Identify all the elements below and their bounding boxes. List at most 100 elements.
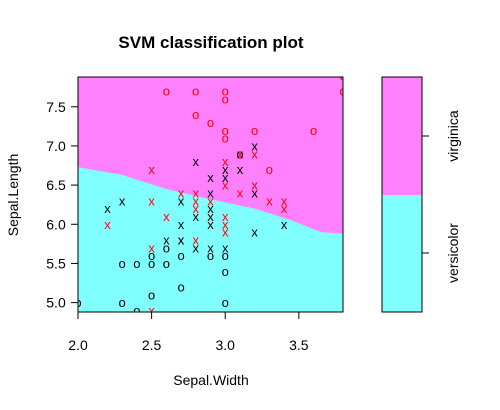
data-point-virginica-support-vector: x — [251, 146, 258, 161]
data-point-virginica-support-vector: x — [266, 193, 273, 208]
data-point-versicolor: o — [177, 248, 184, 263]
data-point-virginica: o — [222, 84, 229, 99]
legend-label-versicolor: versicolor — [445, 223, 461, 283]
data-point-versicolor: o — [177, 279, 184, 294]
class-legend: virginica versicolor — [381, 76, 461, 313]
data-point-versicolor-support-vector: x — [119, 193, 126, 208]
data-point-versicolor: o — [163, 240, 170, 255]
data-point-virginica-support-vector: x — [222, 178, 229, 193]
y-axis-label: Sepal.Length — [5, 154, 21, 237]
x-tick-label: 2.0 — [68, 337, 88, 353]
y-tick-label: 7.0 — [46, 138, 66, 154]
data-point-versicolor-support-vector: x — [207, 185, 214, 200]
data-point-versicolor-support-vector: x — [178, 232, 185, 247]
data-point-virginica-support-vector: x — [163, 209, 170, 224]
y-tick-label: 5.5 — [46, 255, 66, 271]
chart-title: SVM classification plot — [118, 33, 303, 52]
data-point-virginica-support-vector: x — [104, 217, 111, 232]
data-point-virginica: o — [339, 84, 346, 99]
data-point-versicolor-support-vector: x — [207, 240, 214, 255]
data-point-virginica: o — [251, 123, 258, 138]
data-point-virginica-support-vector: x — [193, 232, 200, 247]
data-point-virginica-support-vector: x — [281, 193, 288, 208]
data-points: oxxxooooxxxoooxoxxooxxxxxooooxxxxxxxoxxx… — [74, 68, 346, 318]
data-point-versicolor-support-vector: x — [207, 217, 214, 232]
data-point-virginica-support-vector: x — [237, 146, 244, 161]
data-point-versicolor-support-vector: x — [193, 209, 200, 224]
data-point-versicolor-support-vector: x — [251, 225, 258, 240]
data-point-virginica-support-vector: x — [148, 162, 155, 177]
data-point-versicolor-support-vector: x — [207, 201, 214, 216]
x-tick-label: 3.0 — [215, 337, 235, 353]
data-point-versicolor: o — [236, 146, 243, 161]
x-axis: 2.0 2.5 3.0 3.5 — [68, 311, 343, 353]
data-point-virginica: o — [192, 84, 199, 99]
data-point-virginica-support-vector: x — [281, 201, 288, 216]
y-tick-label: 6.0 — [46, 216, 66, 232]
x-tick-label: 3.5 — [289, 337, 309, 353]
data-point-versicolor-support-vector: x — [251, 138, 258, 153]
data-point-virginica-support-vector: x — [148, 303, 155, 318]
y-tick-label: 7.5 — [46, 99, 66, 115]
data-point-versicolor-support-vector: x — [178, 193, 185, 208]
data-point-virginica: o — [266, 162, 273, 177]
data-point-versicolor: o — [222, 295, 229, 310]
data-point-virginica: o — [222, 91, 229, 106]
data-point-versicolor: o — [133, 303, 140, 318]
data-point-virginica-support-vector: x — [193, 193, 200, 208]
decision-regions — [78, 77, 343, 312]
data-point-virginica-support-vector: x — [178, 185, 185, 200]
data-point-virginica-support-vector: x — [237, 162, 244, 177]
data-point-virginica-support-vector: x — [222, 209, 229, 224]
data-point-versicolor: o — [163, 256, 170, 271]
legend-frame — [381, 76, 423, 313]
data-point-virginica: o — [207, 115, 214, 130]
legend-label-virginica: virginica — [445, 110, 461, 162]
data-point-versicolor-support-vector: x — [222, 240, 229, 255]
x-axis-label: Sepal.Width — [173, 372, 248, 388]
y-tick-label: 5.0 — [46, 295, 66, 311]
data-point-virginica: o — [222, 131, 229, 146]
data-point-virginica-support-vector: x — [148, 240, 155, 255]
data-point-virginica-support-vector: x — [237, 185, 244, 200]
data-point-virginica-support-vector: x — [222, 217, 229, 232]
data-point-versicolor-support-vector: x — [207, 209, 214, 224]
data-point-versicolor-support-vector: x — [104, 201, 111, 216]
data-point-versicolor-support-vector: x — [237, 162, 244, 177]
data-point-virginica-support-vector: x — [148, 193, 155, 208]
data-point-virginica: o — [339, 68, 346, 83]
data-point-versicolor-support-vector: x — [193, 240, 200, 255]
data-point-versicolor-support-vector: x — [207, 170, 214, 185]
data-point-virginica: o — [163, 84, 170, 99]
data-point-virginica-support-vector: x — [193, 185, 200, 200]
data-point-virginica-support-vector: x — [222, 225, 229, 240]
data-point-virginica-support-vector: x — [251, 178, 258, 193]
data-point-versicolor: o — [148, 287, 155, 302]
data-point-versicolor: o — [119, 256, 126, 271]
data-point-virginica-support-vector: x — [178, 232, 185, 247]
data-point-virginica: o — [222, 123, 229, 138]
data-point-versicolor: o — [222, 248, 229, 263]
data-point-versicolor: o — [148, 256, 155, 271]
data-point-versicolor: o — [207, 248, 214, 263]
data-point-virginica-support-vector: x — [193, 201, 200, 216]
region-versicolor — [78, 167, 343, 312]
data-point-versicolor-support-vector: x — [193, 154, 200, 169]
data-point-versicolor-support-vector: x — [163, 232, 170, 247]
data-point-versicolor: o — [148, 248, 155, 263]
y-tick-label: 6.5 — [46, 177, 66, 193]
data-point-versicolor-support-vector: x — [251, 185, 258, 200]
data-point-versicolor-support-vector: x — [178, 217, 185, 232]
data-point-versicolor-support-vector: x — [222, 162, 229, 177]
data-point-versicolor: o — [222, 264, 229, 279]
data-point-versicolor: o — [119, 295, 126, 310]
data-point-versicolor-support-vector: x — [281, 217, 288, 232]
y-axis: 5.0 5.5 6.0 6.5 7.0 7.5 — [46, 77, 79, 312]
legend-swatch-virginica — [382, 77, 422, 195]
x-tick-label: 2.5 — [142, 337, 162, 353]
data-point-versicolor: o — [74, 295, 81, 310]
legend-swatch-versicolor — [382, 195, 422, 312]
data-point-versicolor-support-vector: x — [222, 170, 229, 185]
data-point-virginica-support-vector: x — [222, 154, 229, 169]
